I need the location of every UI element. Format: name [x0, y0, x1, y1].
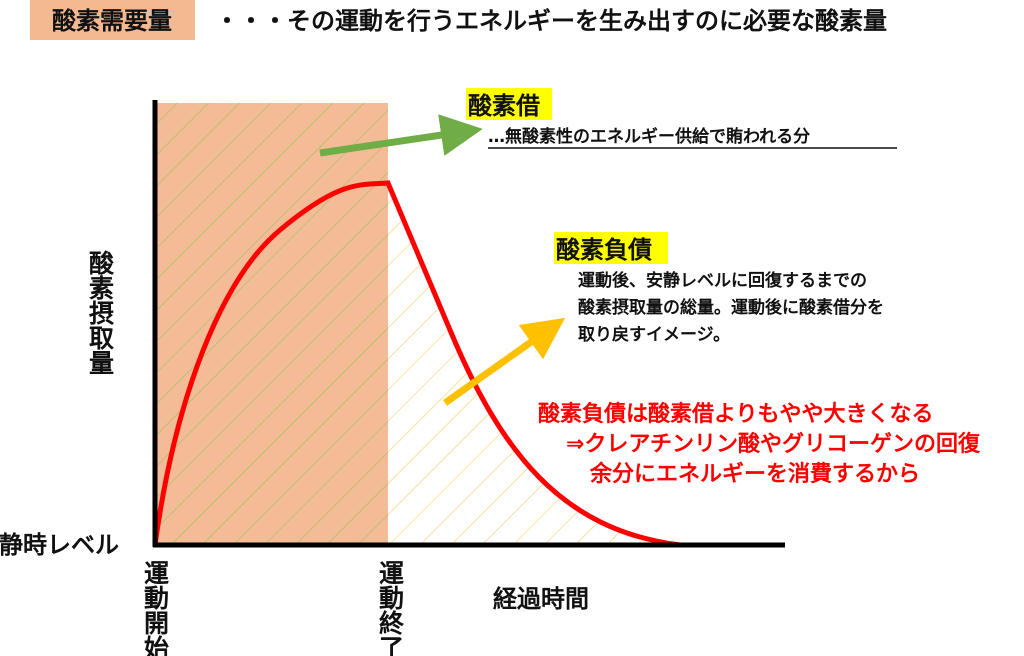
debt-line: 運動後、安静レベルに回復するまでの — [578, 270, 867, 291]
term: 酸素需要量 — [52, 7, 172, 35]
highlight — [554, 232, 668, 264]
deficit-hatch — [155, 103, 388, 545]
rest-level: 安静時レベル — [0, 531, 119, 559]
note-line: 酸素負債は酸素借よりもやや大きくなる — [538, 401, 934, 427]
debt-line: 酸素摂取量の総量。運動後に酸素借分を — [578, 297, 884, 318]
debt-hatch — [388, 183, 680, 545]
definition: ・・・その運動を行うエネルギーを生み出すのに必要な酸素量 — [215, 7, 887, 35]
debt-title: 酸素負債 — [556, 236, 652, 264]
arrow — [442, 317, 566, 406]
note-line: 余分にエネルギーを消費するから — [589, 461, 920, 487]
deficit-title: 酸素借 — [468, 92, 540, 120]
debt-line: 取り戻すイメージ。 — [578, 324, 730, 345]
term-box — [30, 0, 195, 40]
deficit-desc: …無酸素性のエネルギー供給で賄われる分 — [488, 126, 810, 147]
end-label: 運動終了 — [376, 560, 405, 656]
arrow — [319, 114, 483, 157]
note-line: ⇒クレアチンリン酸やグリコーゲンの回復 — [566, 431, 981, 457]
uptake-curve — [152, 180, 681, 548]
x-label: 経過時間 — [493, 585, 589, 613]
start-label: 運動開始 — [141, 560, 170, 656]
highlight — [466, 88, 552, 120]
y-label: 酸素摂取量 — [86, 249, 115, 375]
